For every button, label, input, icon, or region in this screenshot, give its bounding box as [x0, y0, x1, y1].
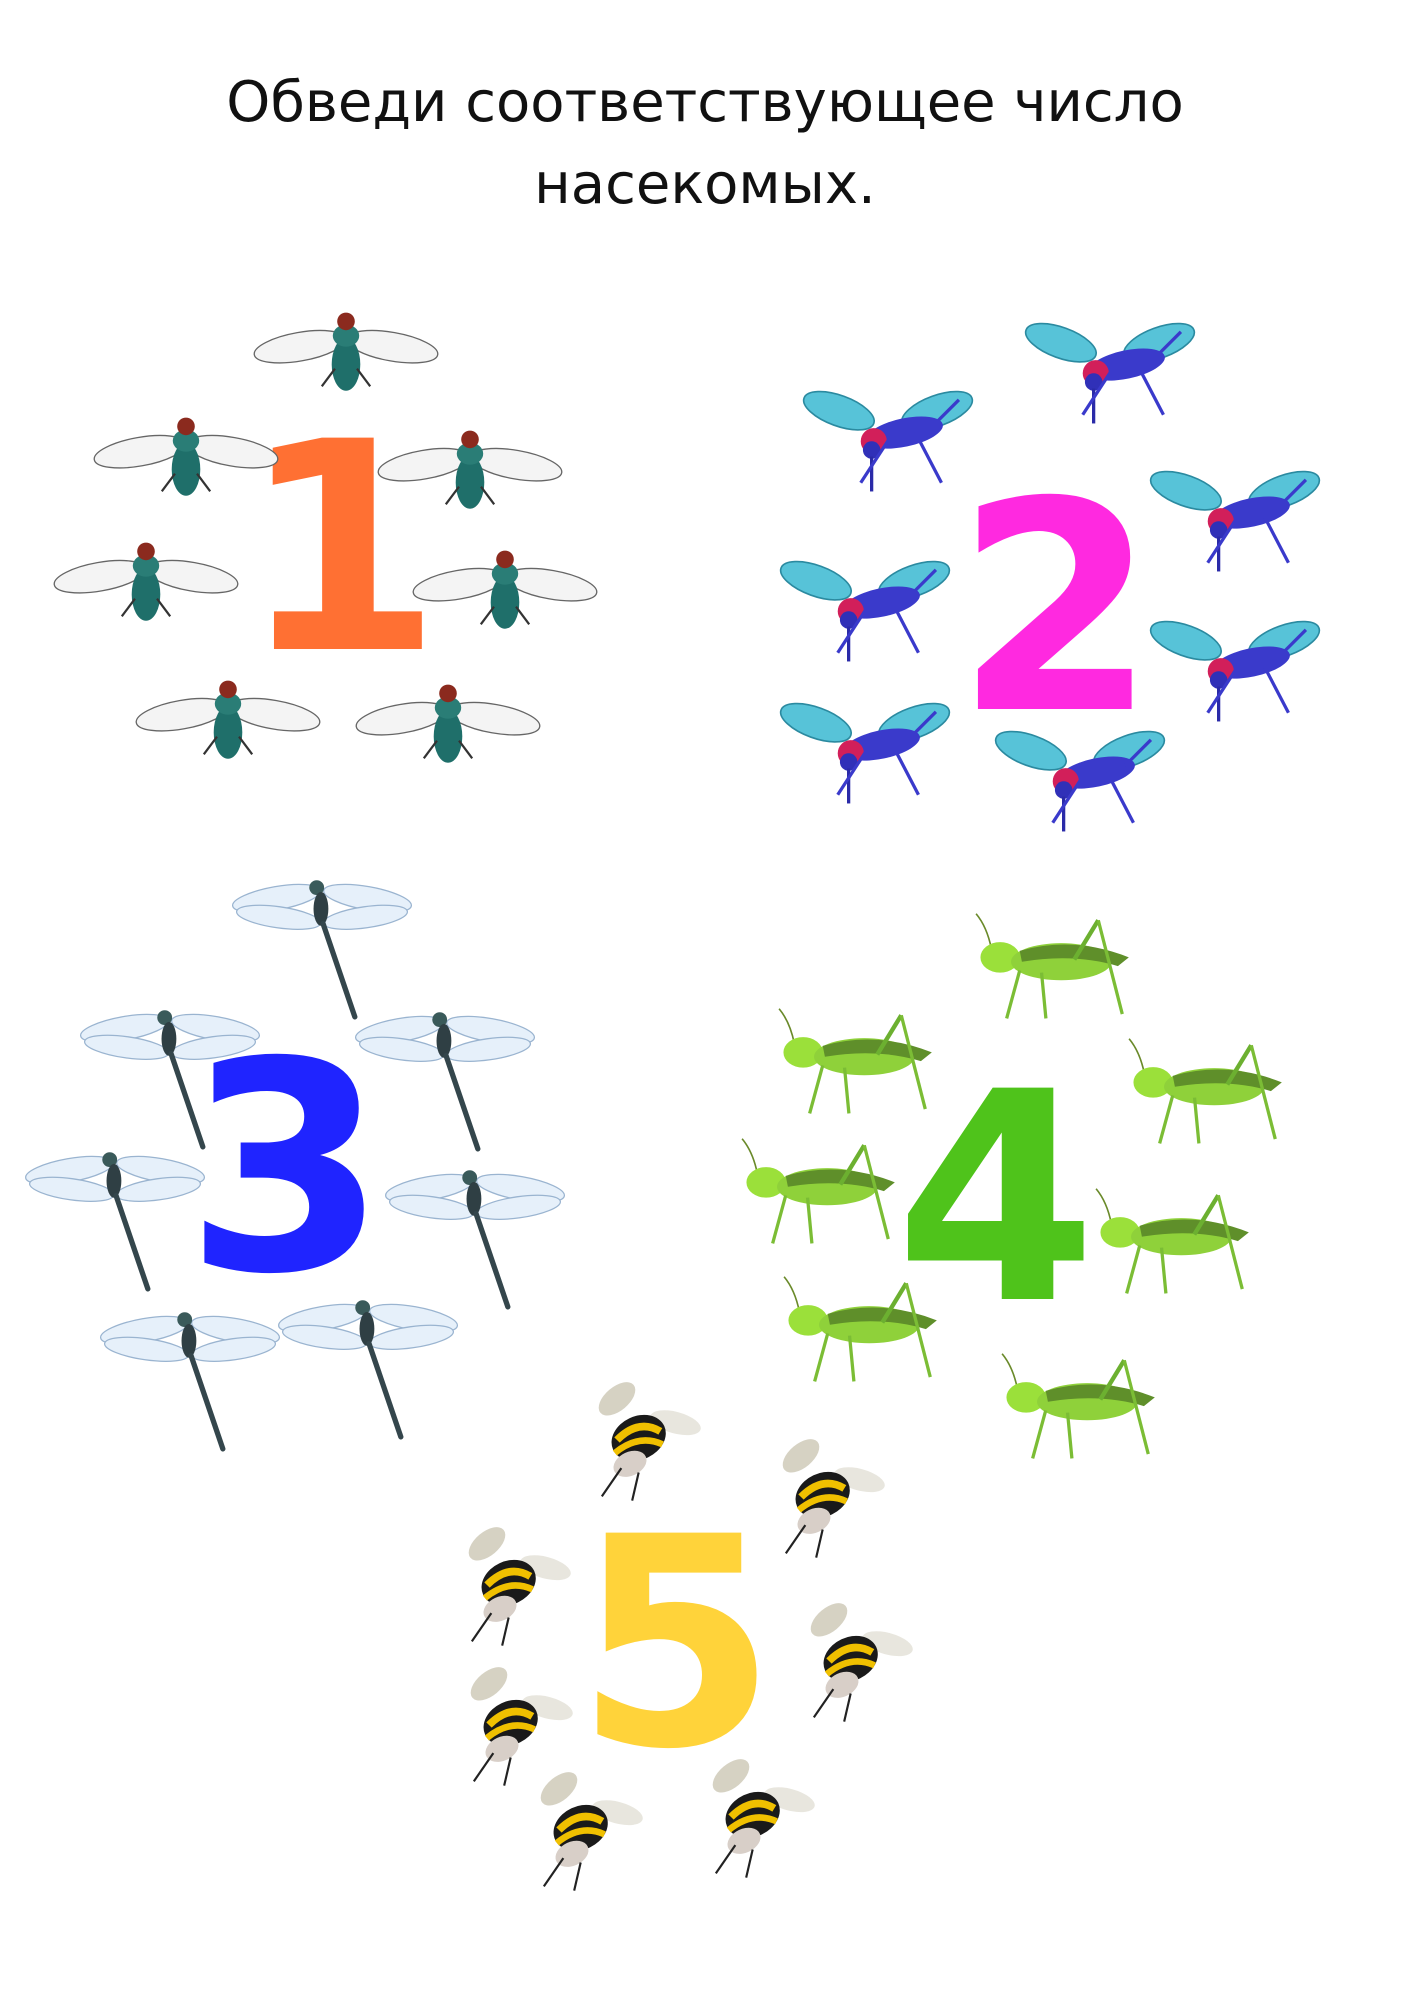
grasshopper-icon: [952, 905, 1142, 1025]
grasshopper-icon: [978, 1345, 1168, 1465]
dragonfly-icon: [79, 998, 261, 1158]
grasshopper-icon: [1105, 1030, 1295, 1150]
bee-icon: [450, 1660, 580, 1790]
cricket-icon: [770, 548, 960, 668]
dragonfly-icon: [277, 1288, 459, 1448]
bee-icon: [448, 1520, 578, 1650]
dragonfly-icon: [24, 1140, 206, 1300]
fly-icon: [377, 418, 563, 518]
grasshopper-icon: [760, 1268, 950, 1388]
digit-2[interactable]: 2: [955, 441, 1157, 778]
cricket-icon: [985, 718, 1175, 838]
fly-icon: [355, 672, 541, 772]
cricket-icon: [770, 690, 960, 810]
instruction-line-2: насекомых.: [534, 152, 876, 217]
fly-icon: [412, 538, 598, 638]
dragonfly-icon: [384, 1158, 566, 1318]
cricket-icon: [1140, 608, 1330, 728]
grasshopper-icon: [1072, 1180, 1262, 1300]
digit-5[interactable]: 5: [575, 1476, 777, 1813]
instruction-heading: Обведи соответствующее число насекомых.: [0, 62, 1410, 226]
instruction-line-1: Обведи соответствующее число: [226, 70, 1184, 135]
fly-icon: [135, 668, 321, 768]
grasshopper-icon: [755, 1000, 945, 1120]
digit-4[interactable]: 4: [895, 1031, 1097, 1368]
fly-icon: [93, 405, 279, 505]
bee-icon: [520, 1765, 650, 1895]
cricket-icon: [793, 378, 983, 498]
fly-icon: [253, 300, 439, 400]
bee-icon: [692, 1752, 822, 1882]
dragonfly-icon: [99, 1300, 281, 1460]
bee-icon: [578, 1375, 708, 1505]
cricket-icon: [1015, 310, 1205, 430]
dragonfly-icon: [231, 868, 413, 1028]
fly-icon: [53, 530, 239, 630]
cricket-icon: [1140, 458, 1330, 578]
digit-3[interactable]: 3: [185, 1001, 387, 1338]
dragonfly-icon: [354, 1000, 536, 1160]
bee-icon: [762, 1432, 892, 1562]
grasshopper-icon: [718, 1130, 908, 1250]
bee-icon: [790, 1596, 920, 1726]
